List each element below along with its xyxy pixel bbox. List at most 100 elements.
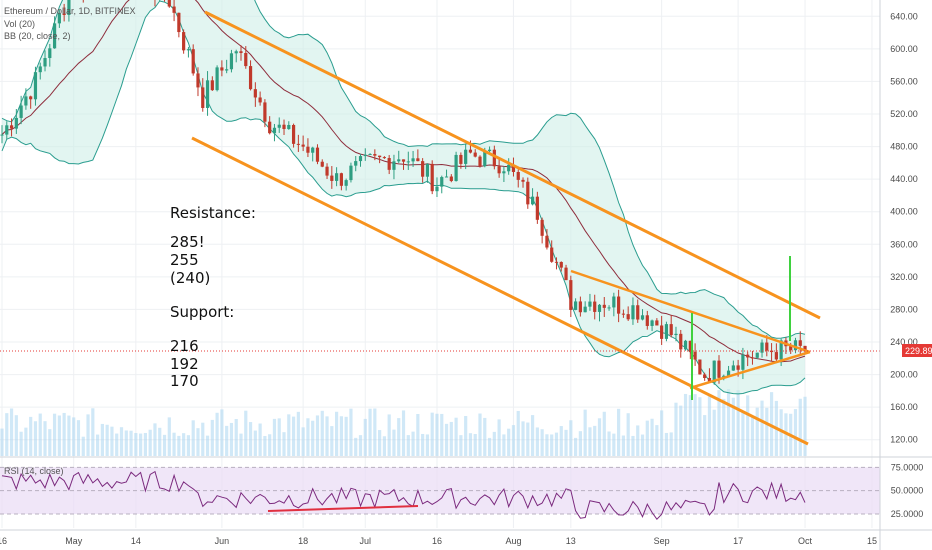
- candle-body: [468, 149, 473, 153]
- volume-bar: [588, 427, 592, 456]
- volume-bar: [335, 411, 339, 456]
- legend-bollinger[interactable]: BB (20, close, 2): [4, 31, 71, 41]
- volume-bar: [373, 408, 377, 456]
- candle-body: [368, 154, 372, 156]
- y-tick-label: 520.00: [890, 109, 918, 119]
- volume-bar: [430, 412, 434, 456]
- volume-bar: [387, 414, 391, 456]
- volume-bar: [339, 416, 343, 456]
- legend-symbol[interactable]: Ethereum / Dollar, 1D, BITFINEX: [4, 6, 136, 16]
- volume-bar: [291, 416, 296, 456]
- candle-body: [502, 171, 506, 174]
- candle-body: [736, 365, 740, 370]
- volume-bar: [674, 402, 678, 456]
- candle-body: [459, 154, 463, 164]
- candle-body: [473, 152, 477, 157]
- candle-body: [569, 280, 573, 310]
- volume-bar: [597, 418, 602, 456]
- volume-bar: [698, 397, 702, 456]
- volume-bar: [521, 421, 525, 456]
- volume-bar: [593, 425, 597, 456]
- candle-body: [425, 163, 430, 177]
- legend-rsi[interactable]: RSI (14, close): [4, 466, 64, 476]
- volume-bar: [43, 421, 47, 456]
- rsi-tick-label: 50.0000: [891, 486, 924, 496]
- volume-bar: [358, 435, 363, 456]
- candle-body: [530, 196, 535, 205]
- candle-body: [258, 97, 262, 103]
- candle-body: [755, 352, 759, 358]
- candle-body: [554, 261, 559, 263]
- volume-bar: [559, 426, 563, 456]
- volume-bar: [664, 432, 669, 456]
- y-tick-label: 200.00: [890, 370, 918, 380]
- rsi-divergence-line: [267, 505, 419, 512]
- candle-body: [306, 146, 310, 153]
- volume-bar: [263, 436, 267, 456]
- volume-bar: [48, 429, 52, 456]
- candle-body: [19, 105, 23, 118]
- volume-bar: [736, 390, 740, 456]
- legend-volume[interactable]: Vol (20): [4, 19, 35, 29]
- candle-body: [640, 315, 645, 320]
- volume-bar: [487, 437, 492, 456]
- volume-bar: [272, 418, 277, 456]
- x-tick-label: 15: [867, 536, 877, 546]
- candle-body: [435, 186, 439, 192]
- volume-bar: [244, 410, 248, 456]
- volume-bar: [229, 422, 234, 456]
- volume-bar: [707, 396, 712, 456]
- y-tick-label: 320.00: [890, 272, 918, 282]
- candle-body: [177, 12, 181, 33]
- candle-body: [693, 351, 697, 360]
- volume-bar: [225, 425, 229, 456]
- volume-bar: [683, 393, 688, 456]
- bb-fill: [2, 0, 805, 394]
- volume-bar: [139, 433, 143, 456]
- candle-body: [172, 6, 176, 13]
- candle-body: [731, 365, 735, 371]
- candle-body: [779, 340, 783, 360]
- y-tick-label: 560.00: [890, 76, 918, 86]
- volume-bar: [416, 414, 420, 456]
- volume-bar: [693, 394, 697, 456]
- candle-body: [650, 320, 654, 326]
- candle-body: [196, 73, 200, 88]
- resistance-level: (240): [170, 269, 210, 287]
- candle-body: [564, 267, 568, 281]
- x-tick-label: 18: [298, 536, 308, 546]
- x-tick-label: Sep: [654, 536, 670, 546]
- candle-body: [526, 181, 530, 205]
- candle-body: [798, 340, 802, 346]
- volume-bar: [617, 408, 621, 456]
- volume-bar: [311, 420, 315, 456]
- x-tick-label: 13: [566, 536, 576, 546]
- candle-body: [535, 196, 539, 220]
- candle-body: [444, 176, 449, 178]
- candle-body: [483, 151, 487, 167]
- candle-body: [48, 48, 52, 59]
- candle-body: [521, 179, 525, 182]
- volume-bar: [220, 409, 224, 456]
- candle-body: [440, 177, 444, 187]
- candle-body: [210, 80, 214, 91]
- volume-bar: [382, 436, 386, 456]
- support-title: Support:: [170, 303, 234, 321]
- candle-body: [669, 324, 673, 336]
- volume-bar: [473, 433, 477, 456]
- volume-bar: [435, 413, 439, 456]
- volume-bar: [344, 416, 348, 456]
- candle-body: [664, 324, 669, 339]
- candle-body: [607, 307, 611, 309]
- volume-bar: [287, 414, 291, 456]
- volume-bar: [205, 435, 210, 456]
- volume-bar: [67, 415, 71, 456]
- candle-body: [660, 325, 664, 339]
- volume-bar: [191, 420, 195, 456]
- volume-bar: [248, 422, 253, 456]
- candle-body: [277, 124, 281, 128]
- candle-body: [416, 158, 420, 162]
- candle-body: [239, 51, 243, 54]
- volume-bar: [33, 421, 38, 456]
